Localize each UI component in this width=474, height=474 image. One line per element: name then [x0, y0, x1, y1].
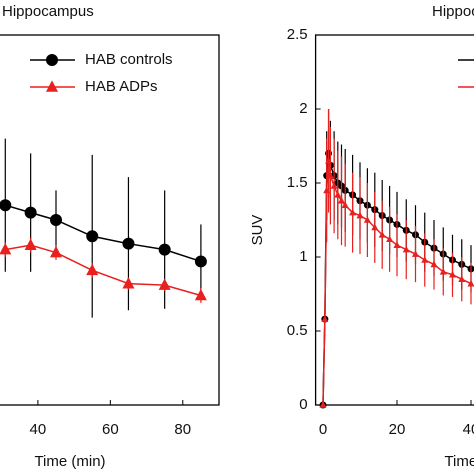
data-point	[24, 238, 37, 250]
data-point	[363, 216, 371, 223]
y-tick-label: 0	[299, 396, 307, 413]
data-point	[393, 241, 401, 248]
y-axis-label: SUV	[249, 215, 266, 246]
data-point	[194, 255, 207, 268]
chart-title: Hippocampus	[432, 3, 474, 20]
data-point	[50, 245, 62, 258]
x-axis-label: Time (min)	[444, 453, 474, 470]
data-point	[371, 223, 379, 231]
data-point	[402, 245, 410, 253]
legend-label: HAB controls	[85, 51, 173, 68]
data-point	[356, 211, 364, 219]
y-tick-label: 0.5	[287, 322, 308, 339]
data-point	[386, 235, 394, 243]
data-point	[439, 267, 447, 275]
y-tick-label: 1.5	[287, 174, 308, 191]
data-point	[0, 243, 12, 255]
data-point	[338, 196, 345, 204]
data-point	[430, 260, 438, 268]
data-point	[334, 190, 342, 198]
data-point	[378, 230, 386, 238]
data-point	[330, 182, 338, 189]
data-point	[326, 171, 334, 179]
data-point	[412, 250, 419, 257]
x-tick-label: 40	[30, 421, 47, 438]
x-tick-label: 0	[319, 421, 327, 438]
y-tick-label: 2.5	[287, 26, 308, 43]
data-point	[458, 275, 466, 282]
data-point	[0, 199, 12, 212]
data-point	[341, 201, 349, 208]
data-point	[323, 186, 331, 194]
legend-marker	[46, 54, 58, 66]
x-tick-label: 20	[389, 421, 406, 438]
data-point	[50, 214, 62, 226]
data-point	[467, 279, 474, 287]
x-tick-label: 80	[174, 421, 191, 438]
data-point	[158, 243, 171, 256]
data-point	[421, 256, 429, 263]
data-point	[321, 315, 329, 322]
series-line	[5, 244, 202, 297]
data-point	[24, 206, 37, 219]
data-point	[319, 401, 327, 408]
plot-frame	[314, 34, 474, 406]
data-point	[349, 208, 357, 216]
data-point	[449, 270, 456, 278]
x-tick-label: 40	[463, 421, 474, 438]
y-tick-label: 2	[299, 100, 307, 117]
data-point	[158, 278, 171, 290]
data-point	[122, 277, 135, 289]
legend-marker	[46, 80, 58, 92]
x-axis-label: Time (min)	[34, 453, 105, 470]
chart-title: Hippocampus	[2, 3, 94, 20]
data-point	[122, 237, 135, 250]
plot-frame	[0, 34, 220, 406]
data-point	[86, 230, 99, 243]
legend-label: HAB ADPs	[85, 78, 158, 95]
y-tick-label: 1	[299, 248, 307, 265]
x-tick-label: 60	[102, 421, 119, 438]
data-point	[86, 263, 99, 276]
data-point	[194, 288, 207, 301]
